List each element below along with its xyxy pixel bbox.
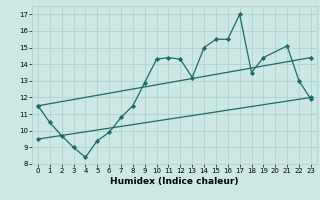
X-axis label: Humidex (Indice chaleur): Humidex (Indice chaleur) <box>110 177 239 186</box>
